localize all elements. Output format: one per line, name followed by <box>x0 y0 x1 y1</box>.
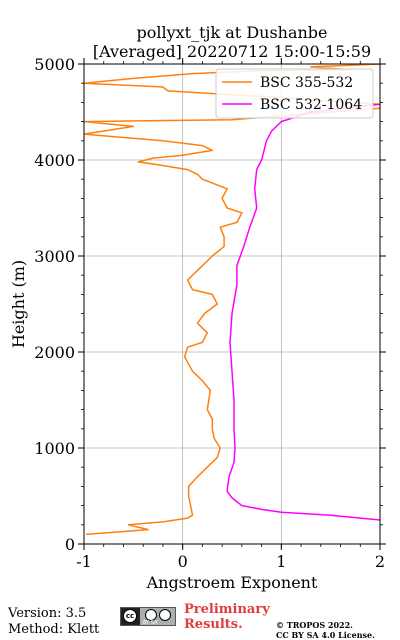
x-tick-label: -1 <box>76 552 92 571</box>
chart-title-line1: pollyxt_tjk at Dushanbe <box>136 23 327 42</box>
y-tick-label: 2000 <box>34 343 75 362</box>
preliminary-results-text: Preliminary Results. <box>184 602 270 632</box>
x-tick-label: 2 <box>375 552 385 571</box>
plot-frame <box>83 63 381 545</box>
y-tick-label: 5000 <box>34 55 75 74</box>
cc-badge-label: BY SA <box>143 620 158 626</box>
y-tick-label: 0 <box>65 535 75 554</box>
y-tick-label: 3000 <box>34 247 75 266</box>
version-text: Version: 3.5 <box>8 606 87 621</box>
copyright-line2: CC BY SA 4.0 License. <box>276 630 375 640</box>
x-tick-label: 1 <box>276 552 286 571</box>
cc-icon: cc <box>123 609 137 623</box>
y-tick-label: 4000 <box>34 151 75 170</box>
method-text: Method: Klett <box>8 622 100 637</box>
cc-license-badge[interactable]: cc BY SA <box>120 607 176 626</box>
chart-title-line2: [Averaged] 20220712 15:00-15:59 <box>93 42 371 61</box>
copyright-line1: © TROPOS 2022. <box>276 620 353 630</box>
series-layer <box>84 64 380 536</box>
x-axis-label: Angstroem Exponent <box>146 573 318 592</box>
legend-box <box>215 68 374 119</box>
series-line-0 <box>84 64 380 536</box>
y-tick-label: 1000 <box>34 439 75 458</box>
series-line-1 <box>226 103 380 521</box>
chart: pollyxt_tjk at Dushanbe [Averaged] 20220… <box>9 23 386 592</box>
legend-label-0: BSC 355-532 <box>260 75 353 91</box>
grid <box>83 63 381 545</box>
x-tick-label: 0 <box>178 552 188 571</box>
y-axis-label: Height (m) <box>9 260 28 348</box>
legend: BSC 355-532 BSC 532-1064 <box>215 68 374 119</box>
sa-icon <box>159 609 171 621</box>
by-icon <box>145 609 157 621</box>
legend-label-1: BSC 532-1064 <box>260 97 362 113</box>
